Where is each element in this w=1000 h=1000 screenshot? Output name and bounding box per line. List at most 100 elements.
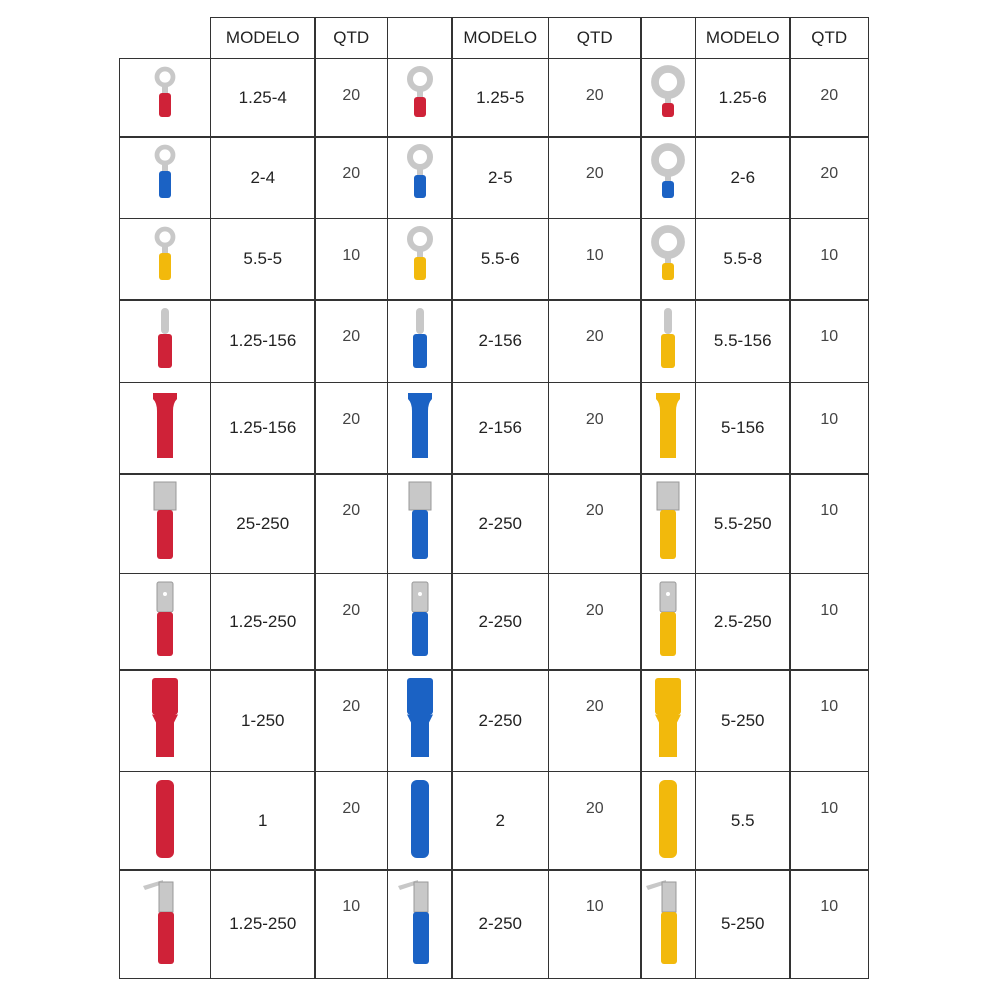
header-qty: QTD: [314, 17, 389, 60]
bullet-female-terminal-icon: [638, 385, 698, 472]
terminal-image-cell: [386, 473, 453, 575]
model-cell: 1.25-250: [209, 572, 316, 671]
bullet-male-terminal-icon: [390, 302, 450, 380]
table-row: 1.25-250 10 2-250 10 5-250 10: [119, 869, 870, 980]
terminal-image-cell: [386, 572, 453, 671]
butt-splice-terminal-icon: [135, 774, 195, 868]
qty-cell: 10: [789, 299, 870, 384]
terminal-image-cell: [386, 770, 453, 871]
qty-cell: 20: [314, 473, 389, 575]
ring-terminal-icon: [638, 221, 698, 298]
qty-cell: 20: [547, 669, 642, 773]
qty-cell: 20: [547, 57, 642, 138]
terminal-image-cell: [119, 770, 212, 871]
terminal-image-cell: [386, 669, 453, 773]
terminal-image-cell: [386, 381, 453, 475]
piggyback-terminal-icon: [638, 872, 698, 976]
model-cell: 2-156: [451, 381, 550, 475]
bullet-female-terminal-icon: [390, 385, 450, 472]
header-image-cell: [386, 17, 453, 60]
spade-female-terminal-icon: [390, 476, 450, 571]
table-row: 1.25-156 20 2-156 20 5.5-156 10: [119, 299, 870, 384]
ring-terminal-icon: [390, 139, 450, 216]
ring-terminal-icon: [390, 61, 450, 135]
table-row: 25-250 20 2-250 20 5.5-250 10: [119, 473, 870, 575]
terminal-image-cell: [386, 217, 453, 301]
model-cell: 5.5-5: [209, 217, 316, 301]
bullet-male-terminal-icon: [135, 302, 195, 380]
terminal-image-cell: [119, 299, 212, 384]
model-cell: 1.25-4: [209, 57, 316, 138]
bullet-male-terminal-icon: [638, 302, 698, 380]
piggyback-terminal-icon: [135, 872, 195, 976]
spade-female-terminal-icon: [135, 476, 195, 571]
model-cell: 5-156: [694, 381, 791, 475]
header-model: MODELO: [694, 17, 791, 60]
qty-cell: 10: [314, 869, 389, 980]
qty-cell: 10: [789, 572, 870, 671]
table-row: 1-250 20 2-250 20 5-250 10: [119, 669, 870, 773]
terminal-image-cell: [119, 473, 212, 575]
qty-cell: 10: [789, 381, 870, 475]
qty-cell: 20: [547, 572, 642, 671]
qty-cell: 20: [547, 381, 642, 475]
terminal-image-cell: [386, 136, 453, 220]
header-qty: QTD: [547, 17, 642, 60]
model-cell: 5.5-6: [451, 217, 550, 301]
qty-cell: 20: [547, 299, 642, 384]
table-row: 1.25-156 20 2-156 20 5-156 10: [119, 381, 870, 475]
model-cell: 1.25-6: [694, 57, 791, 138]
model-cell: 1-250: [209, 669, 316, 773]
terminal-image-cell: [386, 299, 453, 384]
spade-female-insulated-terminal-icon: [390, 672, 450, 769]
table-row: 1 20 2 20 5.5 10: [119, 770, 870, 871]
qty-cell: 10: [547, 217, 642, 301]
header-model: MODELO: [451, 17, 550, 60]
terminal-image-cell: [119, 136, 212, 220]
ring-terminal-icon: [638, 139, 698, 216]
qty-cell: 20: [547, 136, 642, 220]
model-cell: 5-250: [694, 869, 791, 980]
qty-cell: 10: [789, 669, 870, 773]
model-cell: 5.5-250: [694, 473, 791, 575]
terminal-image-cell: [638, 136, 698, 220]
ring-terminal-icon: [135, 139, 195, 216]
qty-cell: 10: [789, 217, 870, 301]
header-image-cell: [640, 17, 697, 60]
terminal-image-cell: [638, 869, 698, 980]
model-cell: 5-250: [694, 669, 791, 773]
spade-female-terminal-icon: [638, 476, 698, 571]
terminal-image-cell: [386, 57, 453, 138]
terminal-table: MODELO QTD MODELO QTD MODELO QTD 1.25-4 20 1.25-…: [119, 17, 870, 980]
model-cell: 2: [451, 770, 550, 871]
terminal-image-cell: [386, 869, 453, 980]
ring-terminal-icon: [135, 61, 195, 135]
model-cell: 2-250: [451, 669, 550, 773]
ring-terminal-icon: [390, 221, 450, 298]
qty-cell: 20: [789, 136, 870, 220]
terminal-image-cell: [119, 869, 212, 980]
terminal-image-cell: [640, 669, 697, 773]
qty-cell: 10: [789, 473, 870, 575]
terminal-image-cell: [638, 473, 698, 575]
terminal-image-cell: [119, 572, 212, 671]
table-row: 1.25-250 20 2-250 20 2.5-250 10: [119, 572, 870, 671]
qty-cell: 20: [547, 770, 642, 871]
model-cell: 2-4: [209, 136, 316, 220]
model-cell: 2-156: [451, 299, 550, 384]
model-cell: 1.25-156: [209, 381, 316, 475]
model-cell: 5.5-8: [694, 217, 791, 301]
header-model: MODELO: [209, 17, 316, 60]
model-cell: 5.5-156: [694, 299, 791, 384]
model-cell: 25-250: [209, 473, 316, 575]
model-cell: 2.5-250: [694, 572, 791, 671]
header-image-cell: [119, 17, 211, 59]
header-qty: QTD: [789, 17, 870, 60]
terminal-image-cell: [638, 381, 698, 475]
terminal-image-cell: [640, 770, 697, 871]
qty-cell: 10: [789, 770, 870, 871]
model-cell: 1.25-156: [209, 299, 316, 384]
terminal-image-cell: [119, 217, 212, 301]
piggyback-terminal-icon: [390, 872, 450, 976]
qty-cell: 20: [314, 381, 389, 475]
